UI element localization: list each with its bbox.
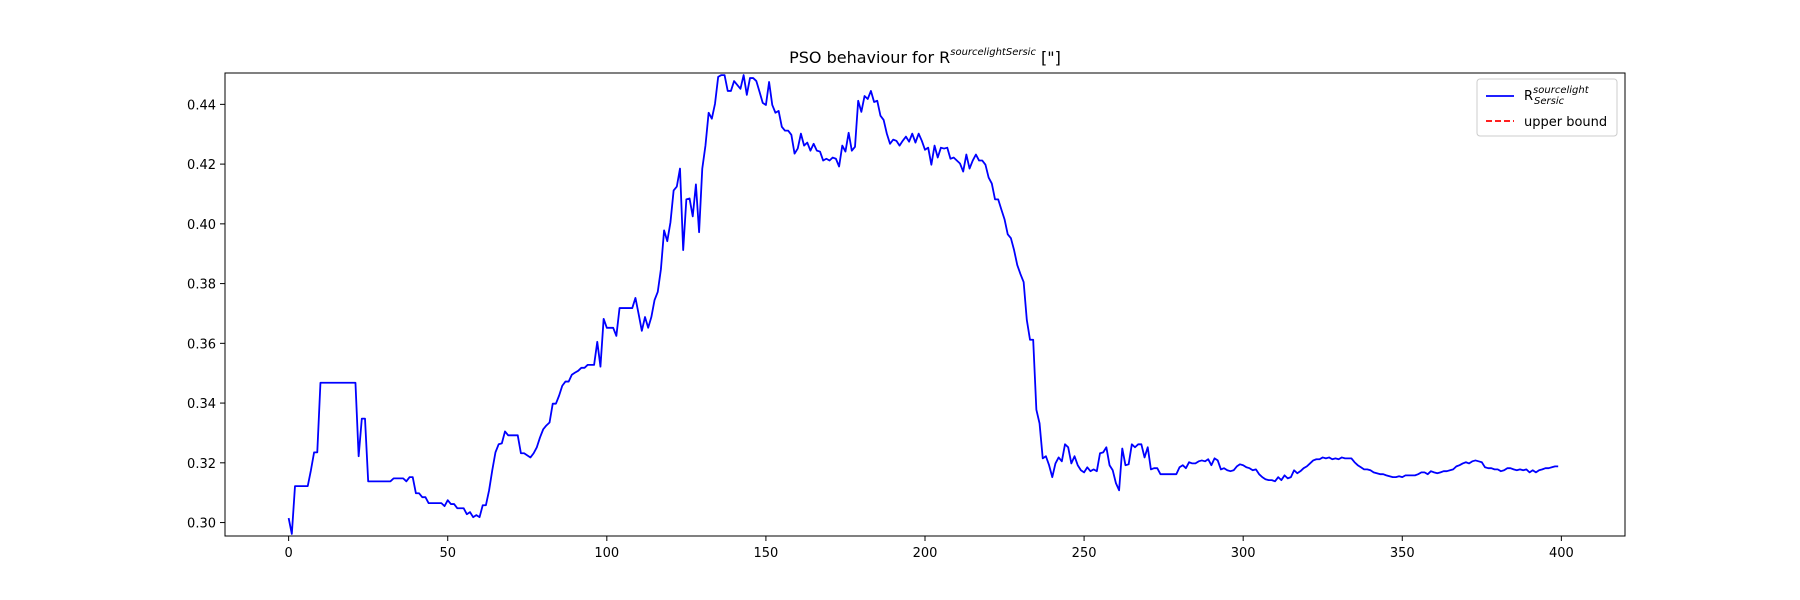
plot-area (287, 74, 1559, 535)
legend-series-superscript: sourcelight (1533, 85, 1590, 96)
title-subscript: Sersic (1006, 47, 1037, 58)
y-tick-label: 0.38 (187, 278, 216, 293)
y-tick-label: 0.34 (187, 397, 216, 412)
x-tick-label: 50 (439, 546, 456, 561)
x-tick-label: 350 (1390, 546, 1415, 561)
legend-box (1476, 78, 1618, 137)
y-tick-label: 0.32 (187, 457, 216, 472)
y-tick-label: 0.36 (187, 337, 216, 352)
x-tick-label: 250 (1072, 546, 1097, 561)
legend-series-base: R (1524, 89, 1533, 104)
chart-title: PSO behaviour for RsourcelightSersic ["] (789, 47, 1061, 67)
legend-series-subscript: Sersic (1534, 96, 1565, 107)
x-tick-label: 200 (913, 546, 938, 561)
x-tick-label: 0 (284, 546, 292, 561)
x-tick-label: 300 (1231, 546, 1256, 561)
title-prefix: PSO behaviour for R (789, 48, 950, 67)
x-tick-label: 400 (1549, 546, 1574, 561)
x-axis: 0 50 100 150 200 250 300 350 400 (284, 536, 1574, 561)
x-tick-label: 150 (753, 546, 778, 561)
y-axis: 0.30 0.32 0.34 0.36 0.38 0.40 0.42 0.44 (187, 98, 225, 532)
title-suffix: ["] (1036, 48, 1061, 67)
y-tick-label: 0.40 (187, 218, 216, 233)
x-tick-label: 100 (594, 546, 619, 561)
title-superscript: sourcelight (950, 47, 1007, 58)
legend-label-series: Rsourcelight Sersic (1524, 85, 1590, 107)
legend-label-upper-bound: upper bound (1524, 115, 1607, 130)
y-tick-label: 0.30 (187, 517, 216, 532)
series-line (287, 74, 1559, 535)
y-tick-label: 0.42 (187, 158, 216, 173)
y-tick-label: 0.44 (187, 98, 216, 113)
legend: Rsourcelight Sersic upper bound (1476, 78, 1618, 137)
